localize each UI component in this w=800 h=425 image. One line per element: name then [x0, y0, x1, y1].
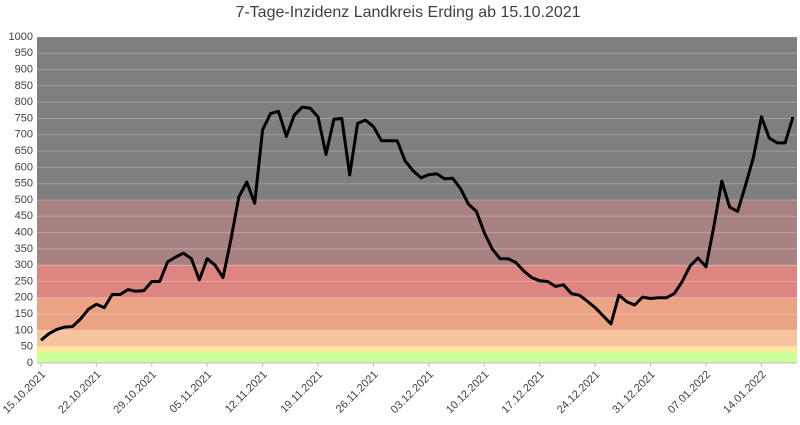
y-tick-label: 800 [15, 96, 33, 108]
y-tick-label: 150 [15, 308, 33, 320]
y-tick-label: 300 [15, 259, 33, 271]
chart-title: 7-Tage-Inzidenz Landkreis Erding ab 15.1… [235, 4, 580, 21]
y-tick-label: 400 [15, 227, 33, 239]
threshold-band [37, 346, 797, 352]
y-tick-label: 1000 [9, 31, 33, 43]
threshold-band [37, 351, 797, 363]
y-tick-label: 950 [15, 47, 33, 59]
y-tick-label: 450 [15, 210, 33, 222]
x-tick-label: 12.11.2021 [223, 369, 270, 416]
y-tick-label: 700 [15, 129, 33, 141]
y-tick-label: 650 [15, 145, 33, 157]
y-tick-label: 600 [15, 161, 33, 173]
x-tick-label: 31.12.2021 [610, 369, 657, 416]
y-tick-label: 0 [27, 357, 33, 369]
y-tick-label: 500 [15, 194, 33, 206]
data-line [40, 105, 795, 342]
y-tick-label: 100 [15, 324, 33, 336]
x-tick-label: 14.01.2022 [721, 369, 768, 416]
x-tick-label: 05.11.2021 [168, 369, 215, 416]
threshold-band [37, 297, 797, 331]
y-tick-label: 750 [15, 112, 33, 124]
y-tick-label: 50 [21, 341, 33, 353]
y-tick-label: 550 [15, 178, 33, 190]
y-tick-label: 200 [15, 292, 33, 304]
x-tick-label: 24.12.2021 [555, 369, 602, 416]
x-tick-label: 10.12.2021 [444, 369, 491, 416]
x-tick-label: 03.12.2021 [389, 369, 436, 416]
x-tick-label: 15.10.2021 [1, 369, 48, 416]
x-tick-label: 19.11.2021 [278, 369, 325, 416]
threshold-band [37, 200, 797, 266]
y-tick-label: 350 [15, 243, 33, 255]
x-tick-label: 17.12.2021 [499, 369, 546, 416]
x-tick-label: 22.10.2021 [56, 369, 103, 416]
threshold-band [37, 330, 797, 347]
x-tick-label: 26.11.2021 [334, 369, 381, 416]
y-tick-label: 850 [15, 80, 33, 92]
y-tick-label: 900 [15, 64, 33, 76]
x-tick-label: 29.10.2021 [112, 369, 159, 416]
y-tick-label: 250 [15, 275, 33, 287]
x-tick-label: 07.01.2022 [666, 369, 713, 416]
